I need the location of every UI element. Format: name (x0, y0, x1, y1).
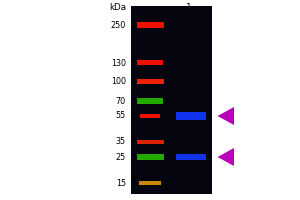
Bar (140, 114, 160, 118)
Polygon shape (218, 107, 234, 125)
Bar (136, 78, 164, 84)
Bar (136, 140, 164, 144)
Bar (137, 60, 163, 65)
Text: 100: 100 (111, 76, 126, 86)
Bar (137, 98, 163, 104)
Bar (130, 6, 212, 194)
Text: 55: 55 (116, 112, 126, 120)
Bar (176, 154, 206, 160)
Bar (136, 154, 164, 160)
Polygon shape (218, 148, 234, 166)
Text: 70: 70 (116, 97, 126, 106)
Text: 130: 130 (111, 58, 126, 68)
Bar (136, 22, 164, 28)
Text: 250: 250 (111, 21, 126, 29)
Bar (139, 181, 161, 185)
Text: 25: 25 (116, 152, 126, 162)
Text: kDa: kDa (109, 3, 126, 12)
Text: 15: 15 (116, 178, 126, 188)
Bar (176, 112, 206, 120)
Text: 35: 35 (116, 138, 126, 146)
Text: 1: 1 (186, 2, 192, 11)
